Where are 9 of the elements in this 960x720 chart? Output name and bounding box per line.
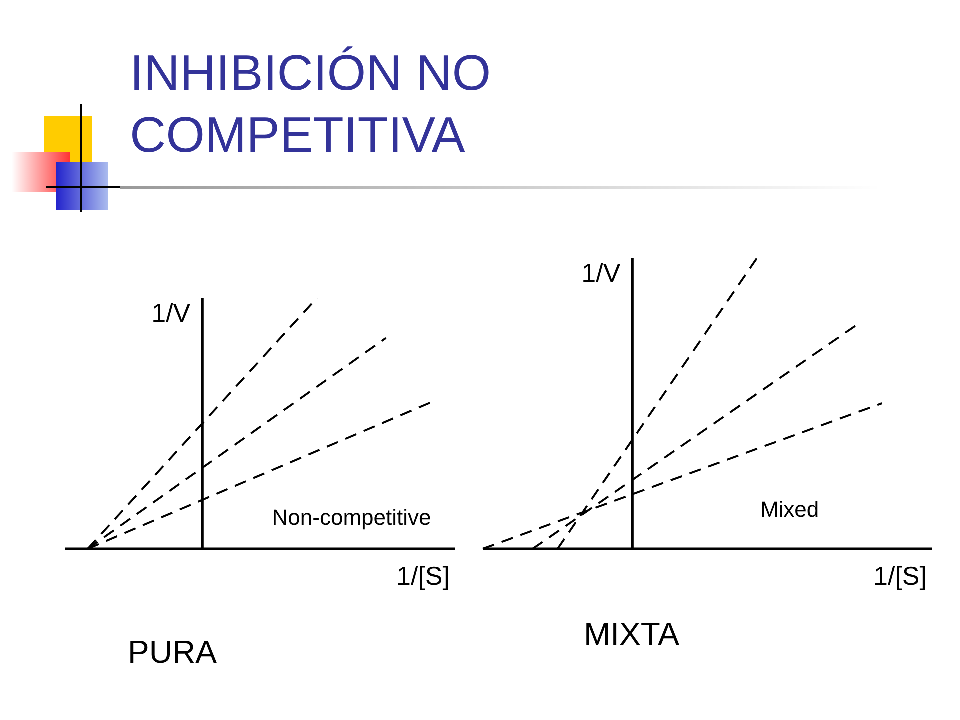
- x-axis-title: 1/[S]: [396, 561, 450, 592]
- text: PURA: [128, 634, 217, 671]
- annotation: Mixed: [760, 497, 820, 522]
- chart-title: INHIBICIÓN NO COMPETITIVA: [130, 44, 492, 165]
- y-axis-title: 1/V: [152, 298, 191, 329]
- annotation: Non-competitive: [272, 504, 432, 530]
- y-axis-title: 1/V: [582, 258, 621, 289]
- text: MIXTA: [584, 616, 680, 653]
- x-axis-title: 1/[S]: [874, 561, 927, 592]
